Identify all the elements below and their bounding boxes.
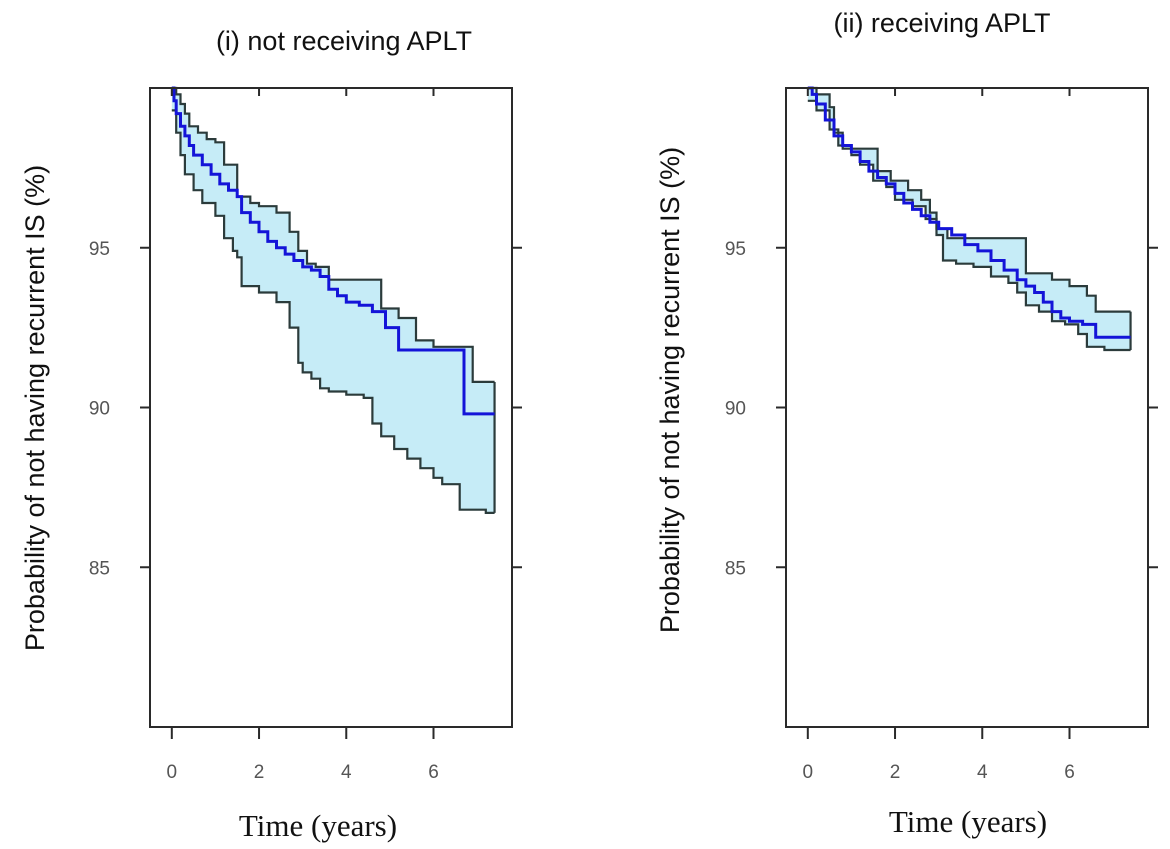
x-tick-label: 0 [167,762,178,783]
y-tick-label: 85 [89,558,110,579]
panel-title-left: (i) not receiving APLT [216,26,472,56]
lower-ci-line [171,109,495,514]
y-tick-label: 85 [725,558,746,579]
confidence-band [807,88,1131,350]
y-axis-label-left: Probability of not having recurrent IS (… [20,165,50,651]
x-tick-label: 0 [803,762,814,783]
y-tick-label: 90 [89,399,110,420]
survival-estimate-line [807,86,1131,339]
panel-not-receiving-aplt: (i) not receiving APLT Probability of no… [20,26,522,843]
x-tick-label: 2 [890,762,901,783]
lower-ci-line [807,99,1131,352]
x-tick-label: 6 [1064,762,1075,783]
x-tick-label: 4 [341,762,352,783]
survival-estimate-line [171,86,495,416]
upper-ci-line [807,86,1131,313]
x-tick-label: 6 [428,762,439,783]
y-axis-label-right: Probability of not having recurrent IS (… [655,147,685,633]
confidence-band [171,88,495,513]
plot-area-right: 0 2 4 6 85 90 95 [725,86,1158,783]
y-tick-label: 95 [89,239,110,260]
panel-receiving-aplt: (ii) receiving APLT Probability of not h… [655,8,1158,839]
plot-frame [785,87,1149,728]
x-tick-label: 2 [254,762,265,783]
x-axis-label-right: Time (years) [889,804,1047,839]
x-tick-label: 4 [977,762,988,783]
plot-area-left: 0 2 4 6 85 90 95 [89,86,522,783]
y-tick-label: 95 [725,239,746,260]
x-axis-label-left: Time (years) [239,808,397,843]
panel-title-right: (ii) receiving APLT [833,8,1050,38]
upper-ci-line [171,86,495,383]
y-tick-label: 90 [725,399,746,420]
